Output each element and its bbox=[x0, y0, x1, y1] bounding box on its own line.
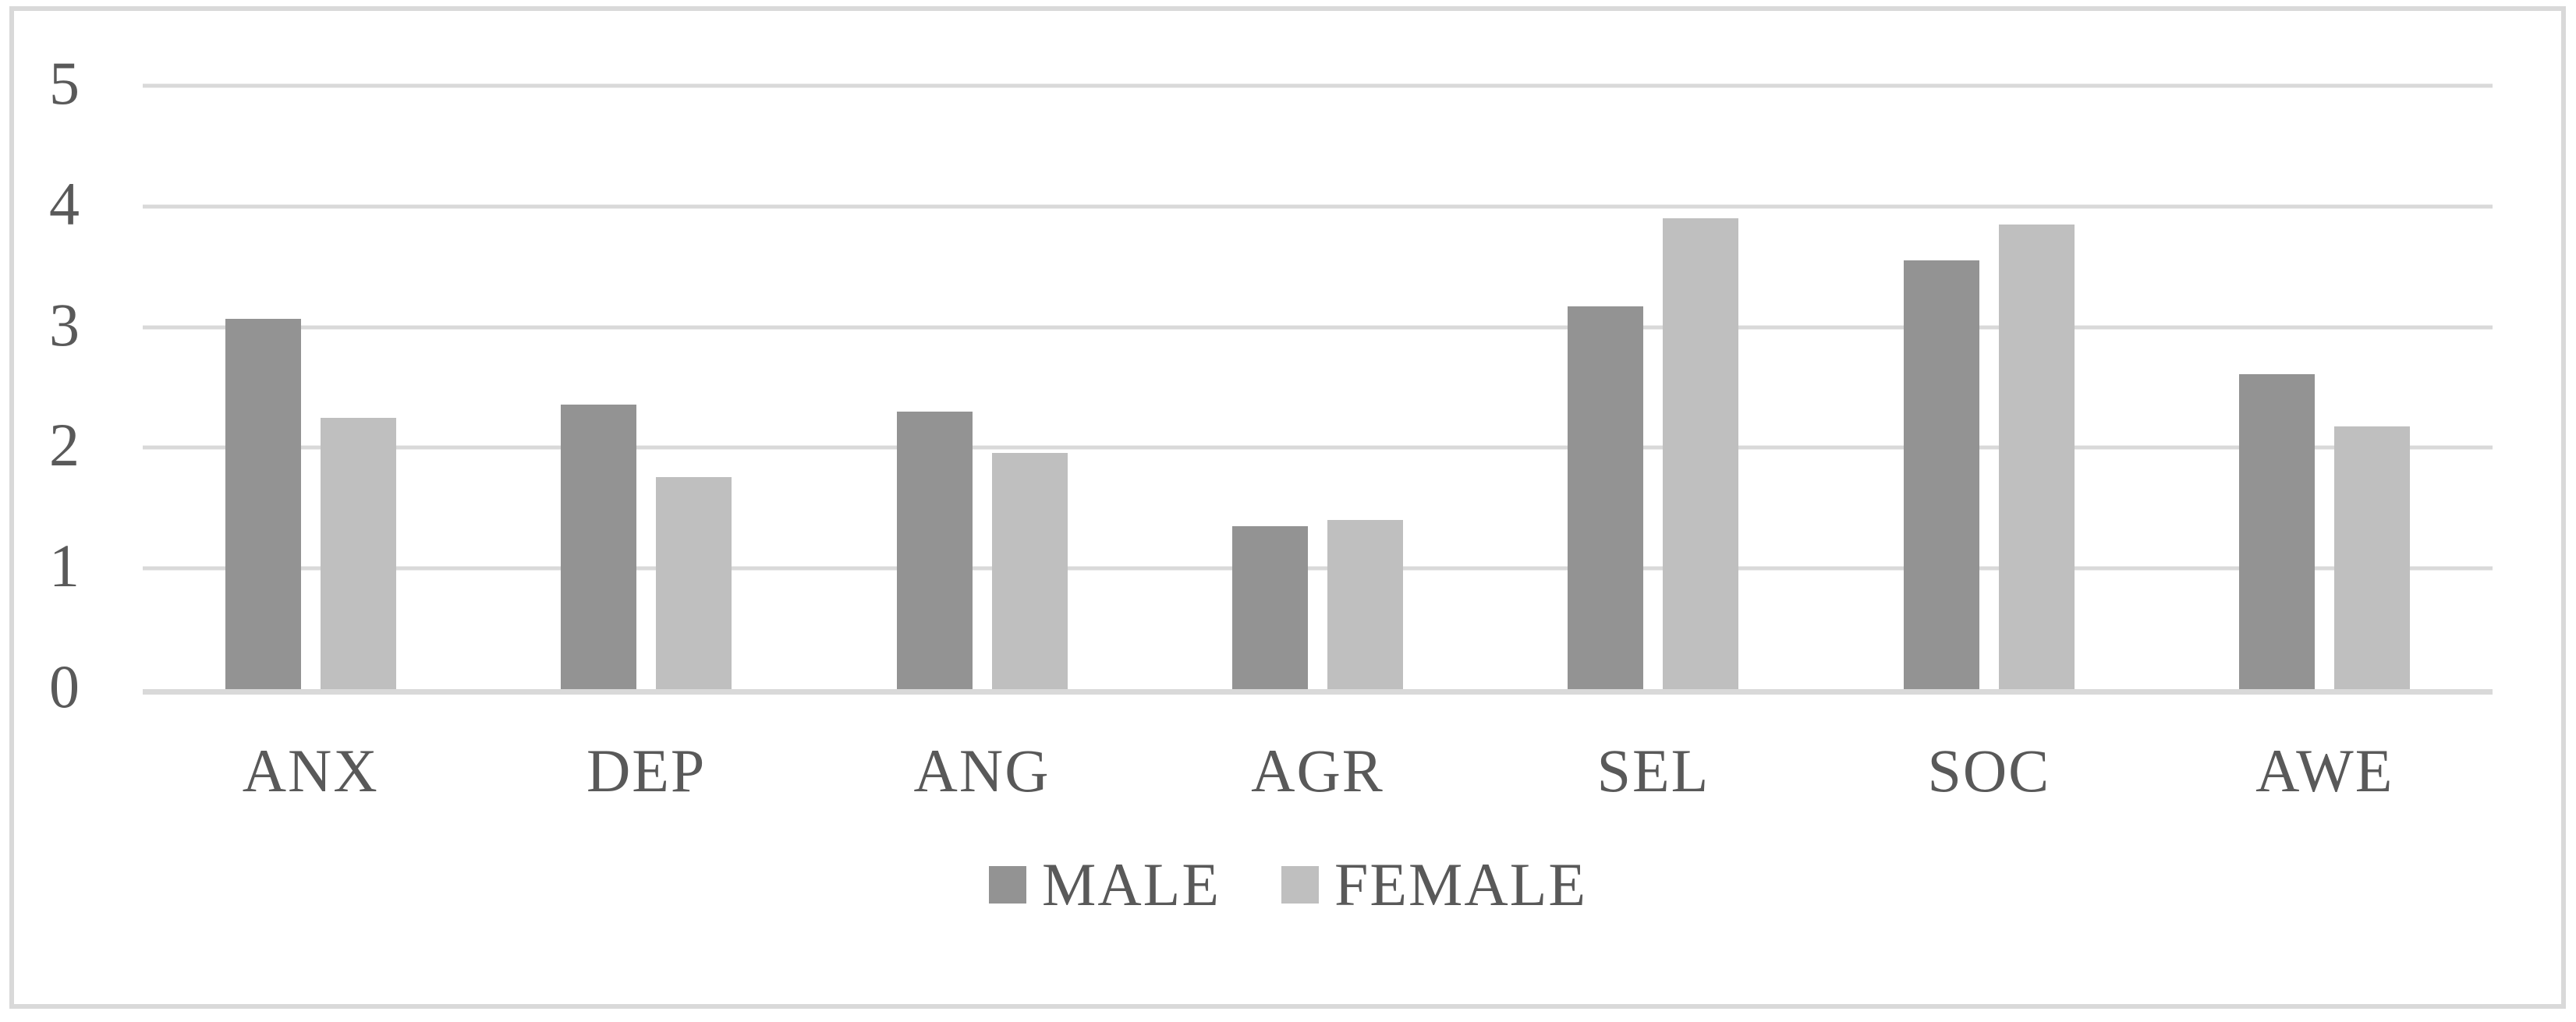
gridline-y-5 bbox=[143, 83, 2493, 88]
y-tick-label-3: 3 bbox=[49, 290, 80, 359]
gridline-y-4 bbox=[143, 204, 2493, 209]
x-tick-label-soc: SOC bbox=[1927, 737, 2051, 805]
x-tick-label-dep: DEP bbox=[586, 737, 707, 805]
bar-group-awe bbox=[2157, 86, 2493, 689]
bar-group-dep bbox=[478, 86, 813, 689]
x-axis-line bbox=[143, 689, 2493, 695]
bar-group-anx bbox=[143, 86, 478, 689]
gridline-y-2 bbox=[143, 445, 2493, 450]
x-tick-label-ang: ANG bbox=[913, 737, 1051, 805]
x-tick-label-anx: ANX bbox=[242, 737, 379, 805]
bar-female-dep bbox=[656, 476, 732, 689]
y-tick-label-1: 1 bbox=[49, 532, 80, 600]
legend-item-male: MALE bbox=[989, 851, 1221, 918]
y-tick-label-2: 2 bbox=[49, 411, 80, 479]
bar-male-awe bbox=[2239, 373, 2316, 689]
legend-label-male: MALE bbox=[1042, 850, 1221, 918]
bar-male-ang bbox=[896, 411, 973, 689]
bar-male-anx bbox=[225, 318, 301, 689]
legend-label-female: FEMALE bbox=[1334, 850, 1587, 918]
gridline-y-1 bbox=[143, 566, 2493, 571]
bar-group-soc bbox=[1821, 86, 2156, 689]
legend-swatch-male bbox=[989, 865, 1026, 904]
bar-male-dep bbox=[561, 404, 637, 689]
bar-female-awe bbox=[2334, 426, 2411, 689]
bar-group-ang bbox=[814, 86, 1150, 689]
y-tick-label-5: 5 bbox=[49, 48, 80, 117]
x-tick-label-sel: SEL bbox=[1596, 737, 1710, 805]
legend-swatch-female bbox=[1281, 865, 1319, 904]
x-tick-label-agr: AGR bbox=[1251, 737, 1384, 805]
bar-series-area bbox=[143, 86, 2493, 689]
bar-male-sel bbox=[1568, 306, 1644, 689]
bar-female-anx bbox=[320, 417, 396, 689]
bar-female-ang bbox=[991, 452, 1068, 689]
legend: MALE FEMALE bbox=[0, 851, 2576, 918]
bar-male-soc bbox=[1903, 260, 1979, 689]
gridline-y-3 bbox=[143, 325, 2493, 330]
y-tick-label-0: 0 bbox=[49, 652, 80, 720]
x-tick-label-awe: AWE bbox=[2255, 737, 2394, 805]
bar-female-soc bbox=[1998, 225, 2075, 689]
bar-female-sel bbox=[1663, 218, 1739, 689]
bar-group-agr bbox=[1150, 86, 1485, 689]
plot-area bbox=[143, 83, 2493, 695]
bar-group-sel bbox=[1486, 86, 1821, 689]
y-tick-label-4: 4 bbox=[49, 169, 80, 238]
x-axis: ANX DEP ANG AGR SEL SOC AWE bbox=[143, 734, 2493, 808]
bar-female-agr bbox=[1327, 520, 1403, 689]
legend-item-female: FEMALE bbox=[1281, 851, 1587, 918]
bar-male-agr bbox=[1231, 526, 1308, 689]
